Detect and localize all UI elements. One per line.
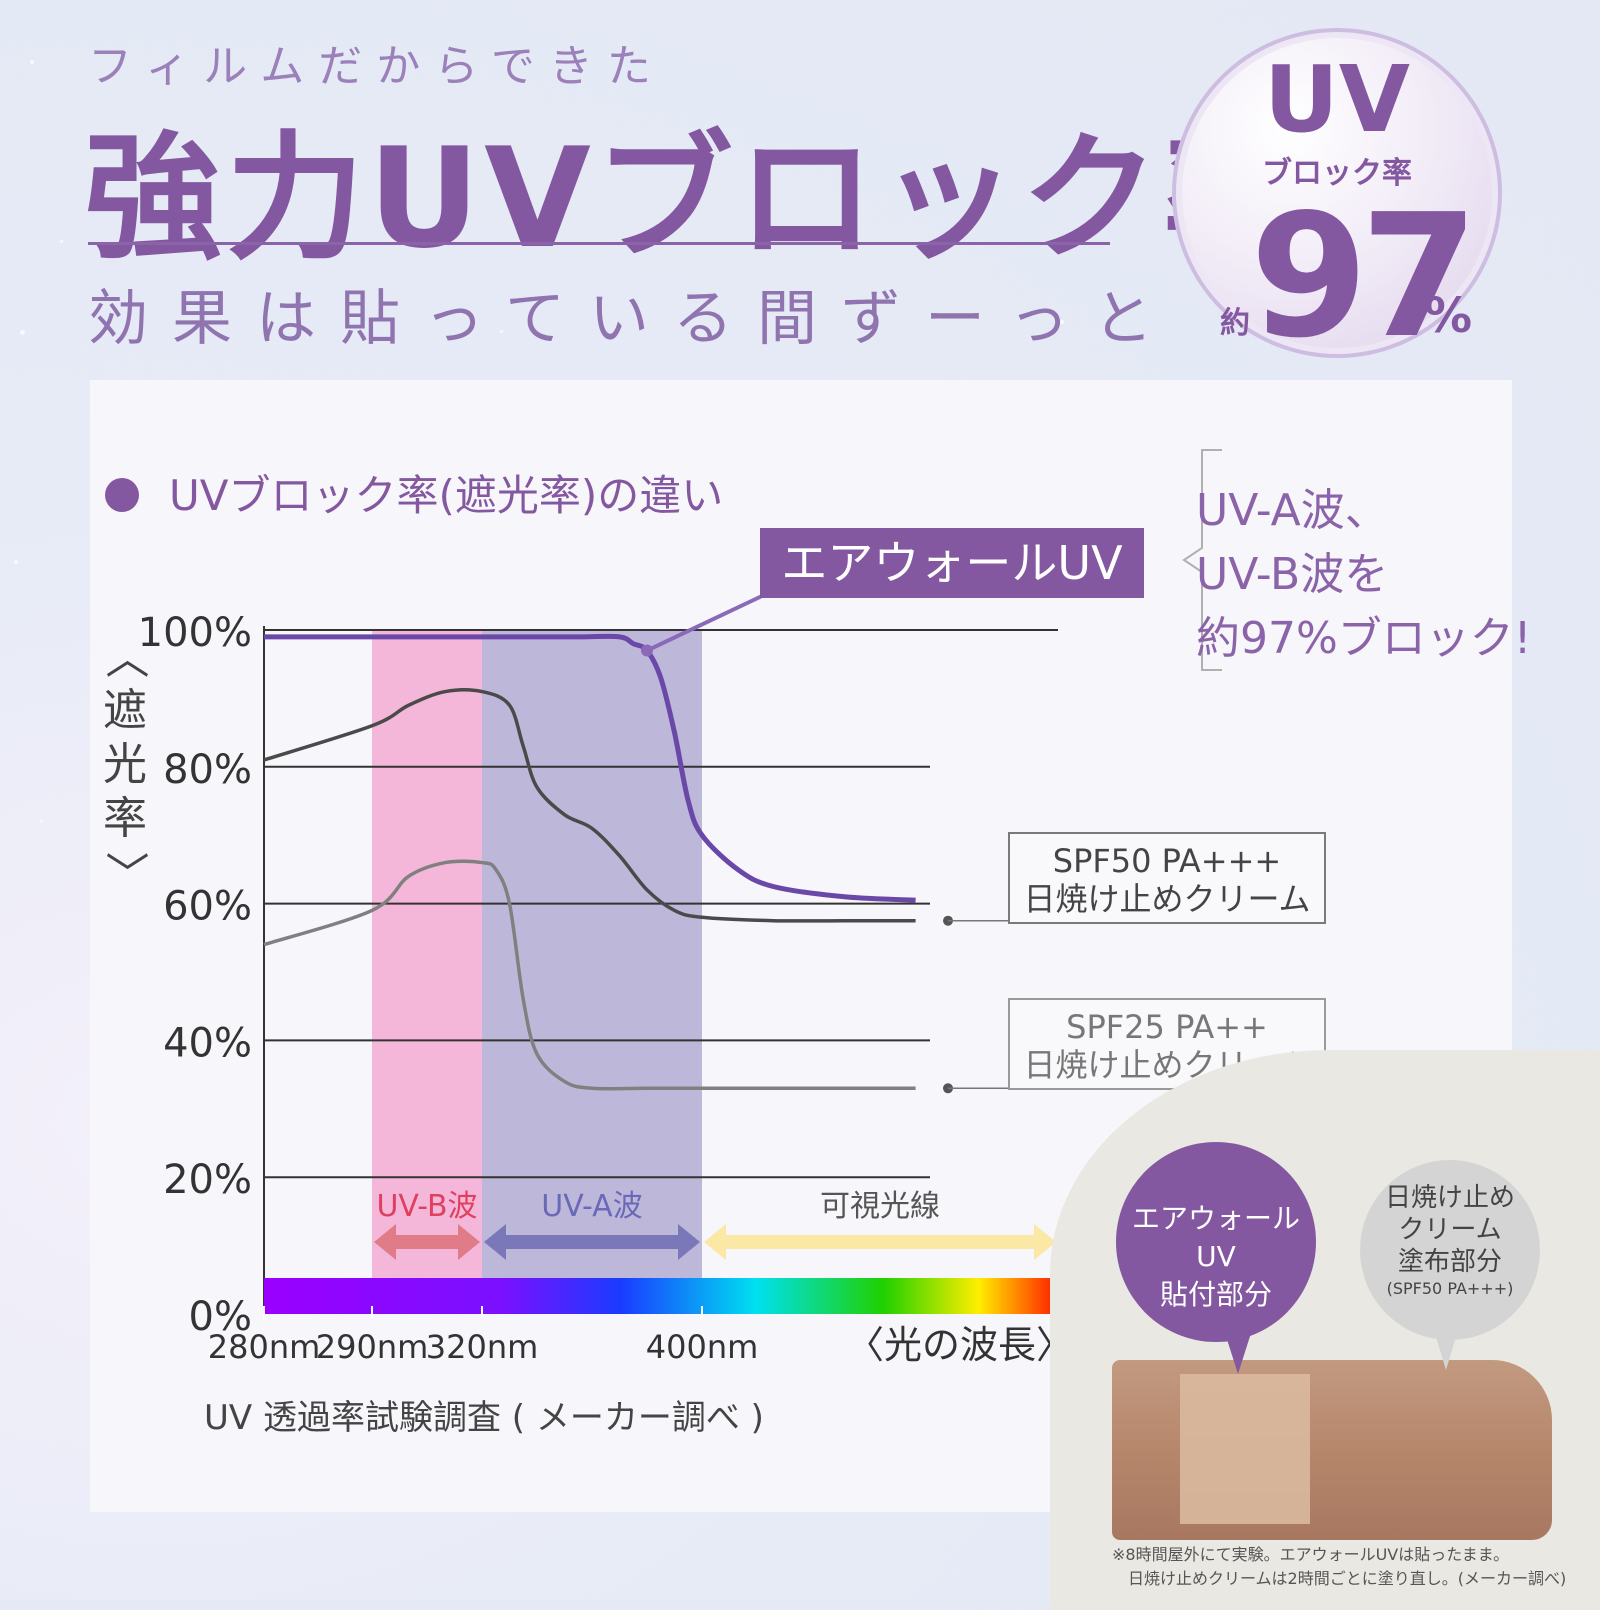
legend-spf50-line1: SPF50 PA+++ xyxy=(1052,842,1282,880)
bubble-cream-line1: 日焼け止め xyxy=(1384,1183,1515,1213)
y-tick-label: 100% xyxy=(138,610,252,656)
page-headline: 強力UVブロック率 xyxy=(84,118,1305,279)
y-tick-label: 40% xyxy=(163,1020,252,1066)
footnote-line2: 日焼け止めクリームは2時間ごとに塗り直し。(メーカー調べ) xyxy=(1112,1569,1567,1588)
y-tick-label: 60% xyxy=(163,884,252,930)
x-tick-label: 280nm xyxy=(208,1328,321,1366)
bubble-cream-small: (SPF50 PA+++) xyxy=(1386,1279,1514,1298)
sub-headline: 効果は貼っている間ずーっと xyxy=(88,284,1177,354)
bubble-airwall-line2: 貼付部分 xyxy=(1159,1278,1272,1311)
arm-photo xyxy=(1112,1360,1552,1540)
badge-label: ブロック率 xyxy=(1262,156,1412,191)
legend-spf50: SPF50 PA+++ 日焼け止めクリーム xyxy=(1008,832,1326,924)
y-tick-label: 20% xyxy=(163,1157,252,1203)
x-tick-label: 290nm xyxy=(316,1328,429,1366)
y-axis-title-char: 率 xyxy=(103,793,147,844)
uv-block-badge: UV ブロック率 97 約 % xyxy=(1172,28,1502,376)
airwall-series-tag: エアウォールUV xyxy=(760,528,1144,598)
bubble-cream-line3: 塗布部分 xyxy=(1397,1247,1502,1277)
sparkle xyxy=(20,330,25,335)
note-bracket xyxy=(1182,449,1222,671)
bubble-airwall-line1: エアウォールUV xyxy=(1131,1202,1300,1273)
bubble-cream: 日焼け止め クリーム 塗布部分 (SPF50 PA+++) xyxy=(1360,1160,1540,1340)
legend-spf25-line1: SPF25 PA++ xyxy=(1066,1008,1268,1046)
kicker-text: フィルムだからできた xyxy=(88,41,665,92)
badge-approx: 約 xyxy=(1220,306,1250,341)
footnote-line1: ※8時間屋外にて実験。エアウォールUVは貼ったまま。 xyxy=(1112,1545,1510,1564)
y-axis-title-char: 〉 xyxy=(100,851,151,895)
band-label: UV-B波 xyxy=(376,1189,477,1224)
sparkle xyxy=(30,60,34,64)
y-axis-title-char: 〈 xyxy=(100,635,151,679)
y-axis-title: 〈 遮 光 率 〉 xyxy=(100,630,151,900)
series-spf25 xyxy=(263,859,916,1091)
bubble-cream-line2: クリーム xyxy=(1398,1215,1502,1245)
note-line-2: UV-B波を xyxy=(1196,549,1389,600)
x-tick-label: 400nm xyxy=(646,1328,759,1366)
y-axis-title-char: 光 xyxy=(103,739,147,790)
legend-spf50-line2: 日焼け止めクリーム xyxy=(1023,880,1311,918)
band-label: UV-A波 xyxy=(541,1189,642,1224)
headline-divider xyxy=(88,242,1110,245)
chart-heading: UVブロック率(遮光率)の違い xyxy=(105,462,723,523)
sparkle xyxy=(500,330,503,333)
band-label: 可視光線 xyxy=(820,1189,940,1224)
bubble-airwall-tail xyxy=(1224,1330,1252,1374)
bubble-cream-tail xyxy=(1434,1330,1458,1370)
x-tick-label: 320nm xyxy=(426,1328,539,1366)
sparkle xyxy=(14,560,18,564)
note-line-3: 約97%ブロック! xyxy=(1196,613,1532,664)
chart-heading-text: UVブロック率(遮光率)の違い xyxy=(169,471,724,520)
sparkle xyxy=(60,240,63,243)
sparkle xyxy=(1060,320,1064,324)
spectrum-bar xyxy=(264,1278,1058,1314)
source-note: UV 透過率試験調査 ( メーカー調べ ) xyxy=(204,1398,764,1438)
band-arrow xyxy=(484,1224,700,1260)
band-arrow xyxy=(374,1224,480,1260)
footnote: ※8時間屋外にて実験。エアウォールUVは貼ったまま。 日焼け止めクリームは2時間… xyxy=(1112,1543,1566,1591)
bubble-airwall: エアウォールUV 貼付部分 xyxy=(1116,1142,1316,1342)
band-uva xyxy=(482,630,702,1284)
bullet-dot-icon xyxy=(105,477,139,512)
x-axis-label: 〈光の波長〉 xyxy=(846,1323,1074,1367)
y-tick-label: 0% xyxy=(189,1294,252,1340)
airwall-callout-line xyxy=(646,594,763,653)
badge-percent: % xyxy=(1424,288,1473,344)
badge-number: 97 xyxy=(1250,178,1479,376)
sparkle xyxy=(40,820,43,823)
note-line-1: UV-A波、 xyxy=(1196,485,1389,536)
badge-uv: UV xyxy=(1264,46,1410,153)
series-spf50 xyxy=(263,688,916,923)
y-tick-label: 80% xyxy=(163,747,252,793)
band-arrow xyxy=(704,1224,1056,1260)
film-patch xyxy=(1180,1374,1310,1524)
y-axis-title-char: 遮 xyxy=(103,685,147,736)
band-uvb xyxy=(372,630,482,1284)
